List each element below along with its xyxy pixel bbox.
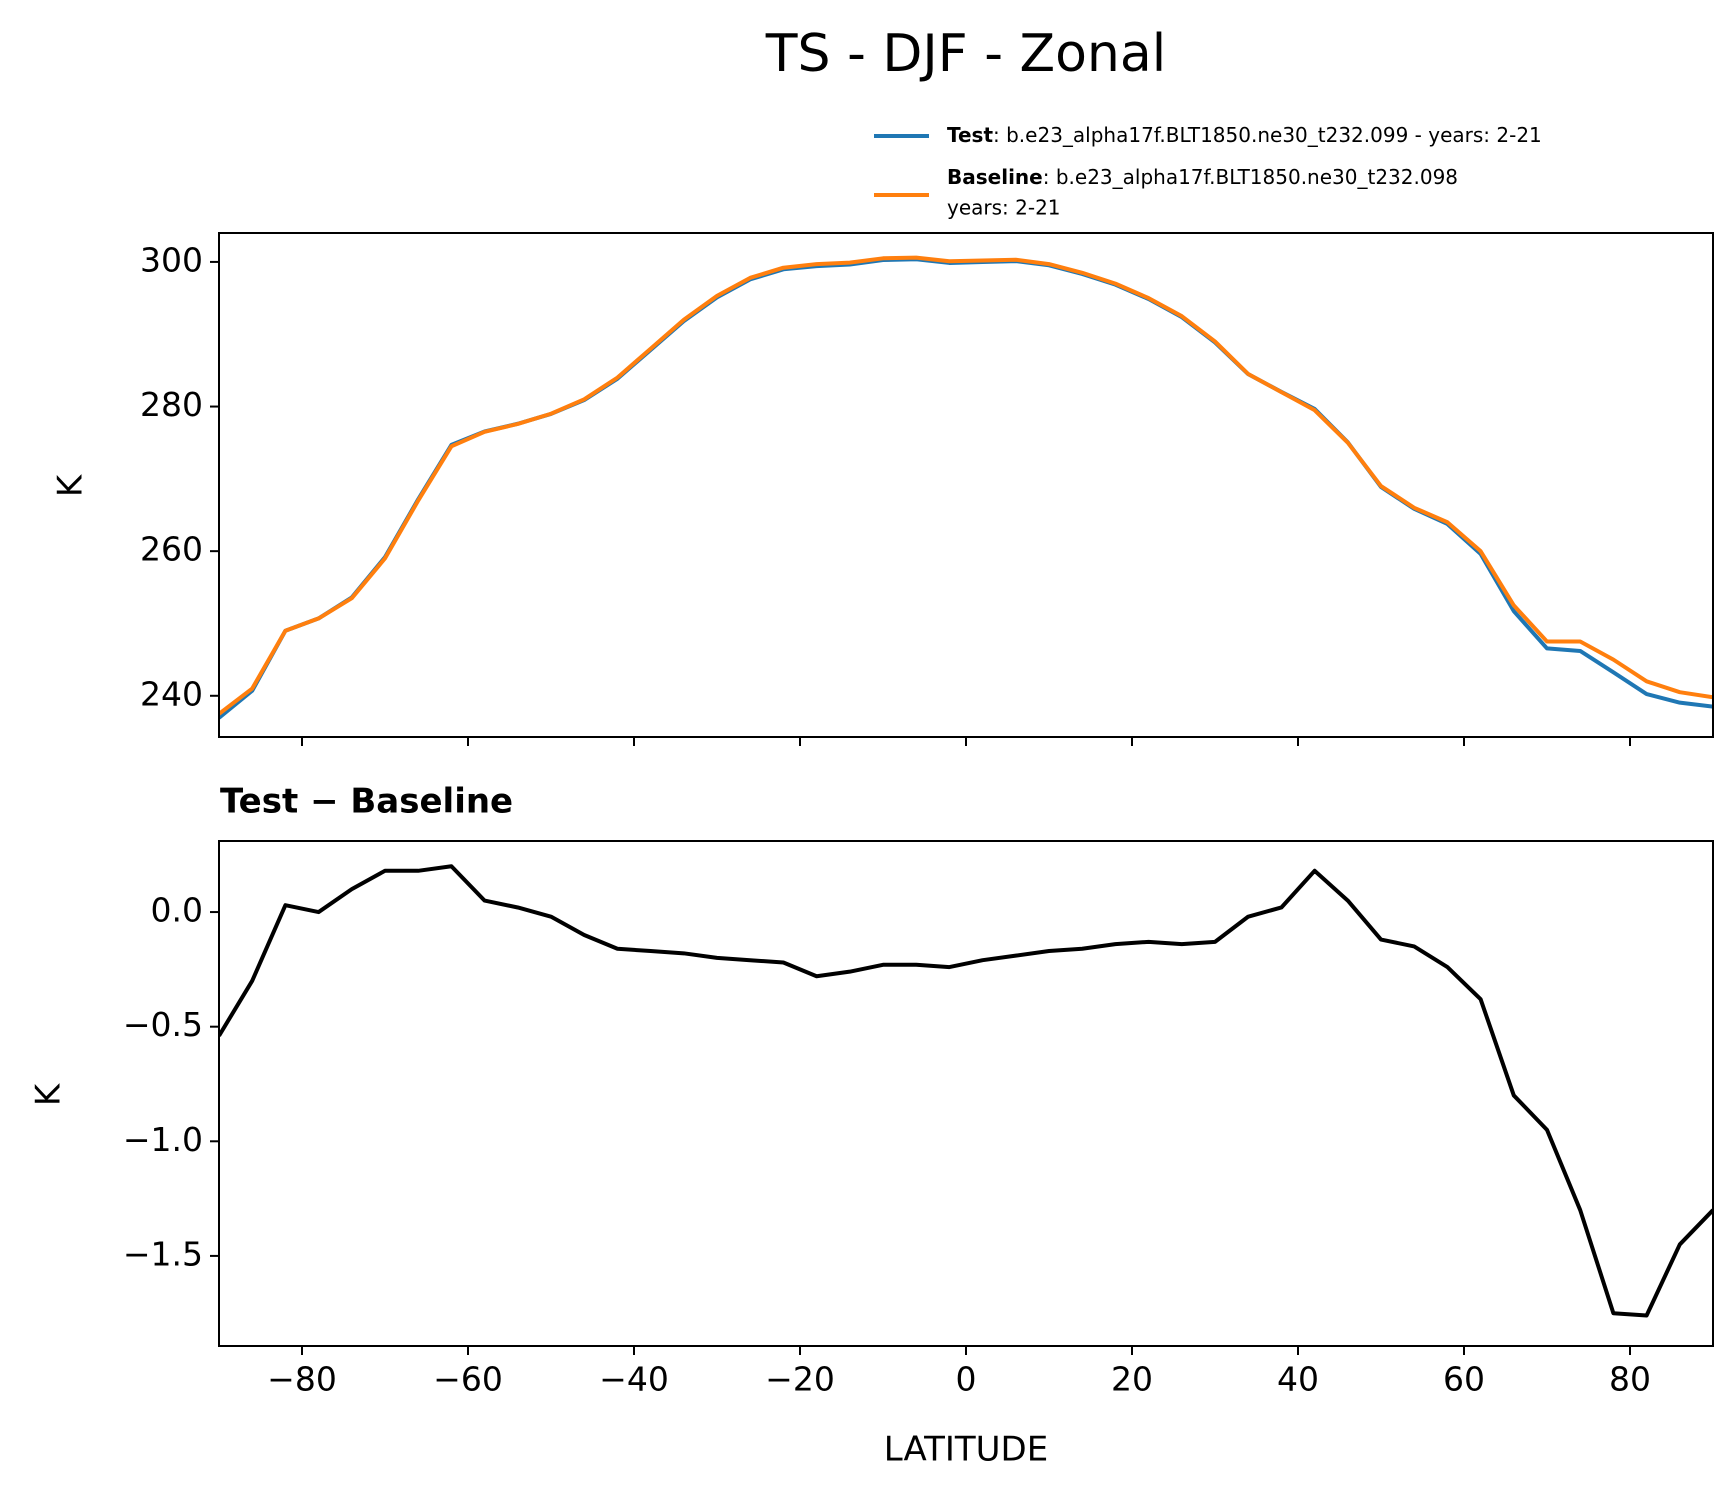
y-tick-label: −0.5 xyxy=(123,1005,203,1044)
data-line xyxy=(219,255,1713,716)
legend-label: Test: b.e23_alpha17f.BLT1850.ne30_t232.0… xyxy=(947,123,1542,147)
y-axis-label: K xyxy=(51,473,91,497)
x-tick-label: −80 xyxy=(267,1360,337,1399)
x-tick-label: −60 xyxy=(433,1360,503,1399)
axes-frame xyxy=(218,232,1714,738)
x-tick-label: 20 xyxy=(1111,1360,1153,1399)
legend-label: Baseline: b.e23_alpha17f.BLT1850.ne30_t2… xyxy=(947,165,1458,189)
data-line xyxy=(219,864,1713,1318)
legend-description: : b.e23_alpha17f.BLT1850.ne30_t232.099 -… xyxy=(993,123,1542,147)
x-tick-label: 40 xyxy=(1277,1360,1319,1399)
y-tick-label: 240 xyxy=(140,674,203,713)
subplot-title: Test − Baseline xyxy=(220,782,513,822)
y-tick-label: 260 xyxy=(140,530,203,569)
axes-frame xyxy=(218,840,1714,1347)
legend-description: years: 2-21 xyxy=(947,196,1061,220)
x-axis-label: LATITUDE xyxy=(884,1430,1048,1470)
y-tick-label: 300 xyxy=(140,240,203,279)
data-line xyxy=(219,257,1713,720)
x-tick-label: −20 xyxy=(765,1360,835,1399)
x-tick-label: −40 xyxy=(599,1360,669,1399)
y-tick-label: 280 xyxy=(140,385,203,424)
y-tick-label: −1.5 xyxy=(123,1234,203,1273)
y-tick-label: −1.0 xyxy=(123,1120,203,1159)
legend-name: Test xyxy=(947,123,993,147)
legend-name: Baseline xyxy=(947,165,1043,189)
x-tick-label: 0 xyxy=(956,1360,977,1399)
y-tick-label: 0.0 xyxy=(151,891,203,930)
y-axis-label: K xyxy=(29,1082,69,1106)
legend-description: : b.e23_alpha17f.BLT1850.ne30_t232.098 xyxy=(1043,165,1458,189)
x-tick-label: 80 xyxy=(1609,1360,1651,1399)
figure-title: TS - DJF - Zonal xyxy=(765,24,1166,84)
x-tick-label: 60 xyxy=(1443,1360,1485,1399)
